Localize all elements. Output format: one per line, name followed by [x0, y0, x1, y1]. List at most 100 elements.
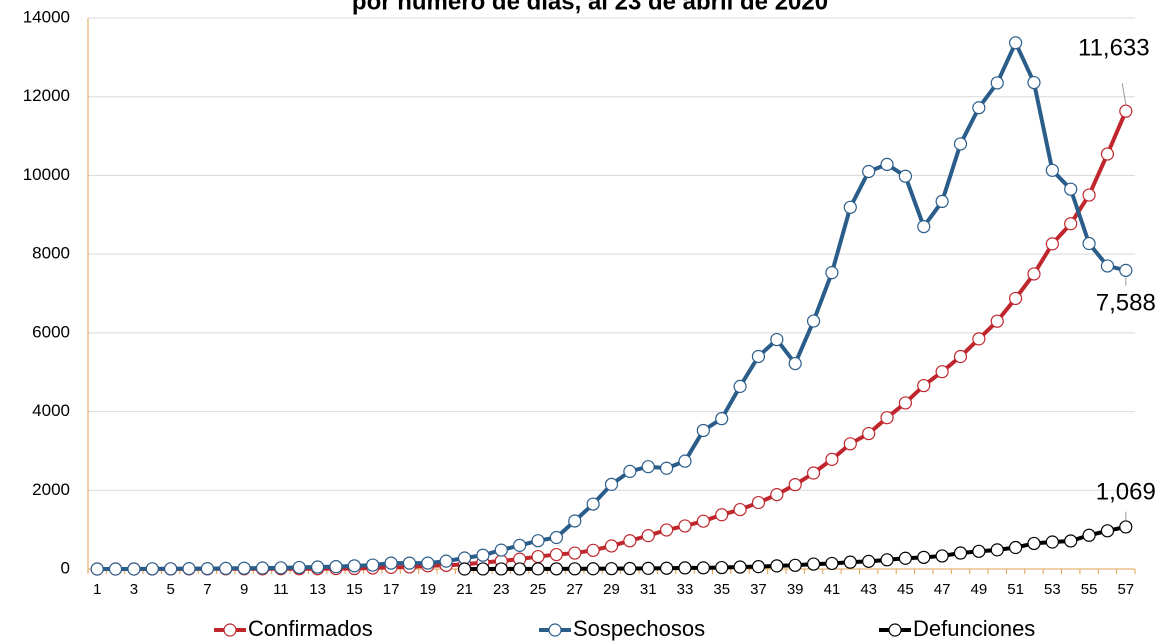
- data-point: [843, 555, 857, 569]
- data-point: [457, 551, 472, 565]
- y-tick-label: 14000: [23, 7, 70, 26]
- y-tick-label: 12000: [23, 86, 70, 105]
- data-point: [806, 557, 821, 571]
- data-point: [825, 266, 839, 280]
- data-point: [145, 562, 159, 576]
- data-point: [696, 514, 710, 528]
- data-point: [862, 164, 876, 179]
- data-point: [1064, 217, 1078, 231]
- data-point: [1027, 75, 1041, 90]
- x-tick-label: 57: [1117, 581, 1134, 598]
- y-tick-label: 8000: [32, 244, 70, 263]
- data-point: [660, 523, 674, 537]
- y-tick-label: 4000: [32, 401, 70, 420]
- data-point: [898, 169, 912, 183]
- data-point: [1009, 36, 1023, 50]
- data-point: [953, 349, 968, 364]
- data-point: [476, 562, 490, 576]
- data-point: [751, 495, 766, 510]
- data-point: [531, 549, 545, 564]
- data-point: [806, 466, 821, 480]
- x-tick-label: 47: [934, 581, 951, 598]
- data-point: [90, 562, 104, 576]
- data-point: [660, 561, 674, 575]
- data-point: [1119, 104, 1133, 118]
- x-tick-label: 23: [493, 581, 510, 598]
- data-label: 1,069: [1096, 478, 1156, 505]
- data-point: [788, 356, 802, 371]
- data-point: [935, 549, 949, 563]
- data-point: [898, 551, 912, 565]
- x-tick-label: 3: [130, 581, 138, 598]
- data-point: [1064, 534, 1078, 548]
- data-point: [1027, 267, 1041, 281]
- data-point: [972, 101, 986, 115]
- data-point: [531, 562, 545, 576]
- data-point: [421, 556, 435, 570]
- data-point: [1045, 535, 1059, 549]
- x-tick-label: 43: [860, 581, 877, 598]
- data-point: [733, 502, 747, 517]
- data-point: [623, 464, 637, 478]
- data-point: [715, 560, 729, 575]
- data-point: [1119, 263, 1133, 277]
- x-tick-label: 49: [971, 581, 988, 598]
- data-point: [604, 477, 619, 491]
- data-point: [366, 558, 380, 572]
- data-point: [953, 546, 968, 560]
- legend-swatch-marker: [548, 623, 562, 637]
- x-tick-label: 19: [419, 581, 436, 598]
- data-point: [182, 562, 196, 576]
- data-point: [770, 488, 784, 502]
- data-point: [1009, 291, 1023, 306]
- data-label: 11,633: [1078, 35, 1150, 62]
- data-point: [219, 561, 233, 576]
- data-point: [678, 561, 692, 575]
- data-point: [843, 437, 857, 451]
- data-point: [825, 452, 839, 466]
- data-point: [127, 562, 141, 576]
- data-point: [917, 550, 931, 564]
- data-point: [568, 562, 582, 576]
- x-tick-label: 41: [824, 581, 841, 598]
- x-tick-label: 27: [566, 581, 583, 598]
- x-tick-label: 1: [93, 581, 101, 598]
- data-point: [788, 478, 802, 492]
- legend-swatch-marker: [223, 623, 237, 637]
- x-tick-label: 9: [240, 581, 248, 598]
- data-point: [255, 561, 270, 575]
- data-point: [972, 544, 986, 558]
- data-point: [1045, 163, 1059, 177]
- data-point: [1100, 259, 1115, 273]
- data-point: [1027, 536, 1041, 551]
- data-point: [549, 547, 563, 562]
- data-point: [311, 560, 325, 574]
- data-point: [494, 543, 508, 557]
- data-point: [972, 332, 986, 346]
- data-point: [1082, 188, 1096, 202]
- data-point: [696, 561, 710, 575]
- data-point: [476, 548, 490, 562]
- x-tick-label: 11: [273, 581, 289, 598]
- x-tick-label: 55: [1081, 581, 1098, 598]
- data-point: [402, 556, 417, 570]
- data-point: [1100, 524, 1115, 538]
- data-point: [1082, 236, 1096, 251]
- data-point: [751, 560, 766, 574]
- data-point: [513, 538, 527, 552]
- y-tick-label: 6000: [32, 322, 70, 341]
- data-point: [568, 514, 582, 528]
- data-point: [384, 556, 398, 570]
- data-point: [935, 365, 949, 379]
- data-point: [862, 554, 876, 568]
- data-point: [549, 562, 563, 576]
- x-tick-label: 13: [309, 581, 326, 598]
- label-leader: [1121, 83, 1127, 105]
- data-point: [1119, 520, 1133, 534]
- x-tick-label: 45: [897, 581, 914, 598]
- data-point: [917, 219, 931, 234]
- data-point: [880, 553, 894, 567]
- data-point: [788, 558, 802, 572]
- data-point: [953, 137, 968, 151]
